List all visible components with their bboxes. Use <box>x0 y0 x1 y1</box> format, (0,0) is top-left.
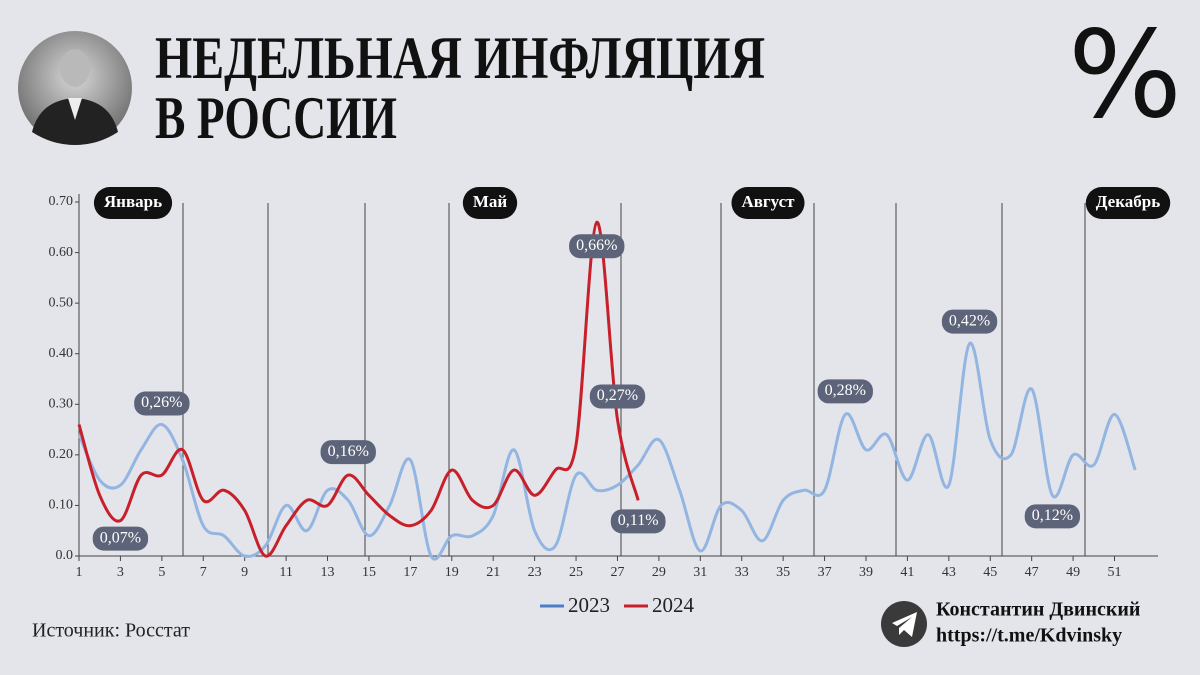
x-tick-label: 25 <box>569 565 583 580</box>
value-label-text: 0,28% <box>825 382 866 399</box>
month-dividers <box>182 203 1086 556</box>
value-label: 0,16% <box>320 440 376 465</box>
month-pill <box>731 187 805 219</box>
value-label-text: 0,12% <box>1032 507 1073 524</box>
x-tick-label: 19 <box>445 565 459 580</box>
x-tick-label: 13 <box>321 565 335 580</box>
x-tick-label: 5 <box>158 565 165 580</box>
x-tick-label: 41 <box>900 565 914 580</box>
x-tick-label: 15 <box>362 565 376 580</box>
month-label-text: Декабрь <box>1096 192 1160 211</box>
y-tick-label: 0.50 <box>49 295 74 310</box>
series-line <box>77 220 640 558</box>
x-tick-label: 51 <box>1108 565 1122 580</box>
value-label-text: 0,42% <box>949 312 990 329</box>
month-label-text: Январь <box>104 192 162 211</box>
x-tick-label: 3 <box>117 565 124 580</box>
legend-label: 2024 <box>652 593 695 617</box>
month-label-text: Май <box>473 192 508 211</box>
value-label-pill <box>589 384 646 409</box>
value-label-text: 0,11% <box>618 512 659 529</box>
percent-symbol: % <box>1068 7 1182 146</box>
x-tick-label: 21 <box>486 565 500 580</box>
value-label: 0,11% <box>610 509 666 534</box>
value-label-pill <box>941 309 998 334</box>
x-tick-label: 33 <box>735 565 749 580</box>
series-line <box>77 342 1137 561</box>
y-tick-label: 0.10 <box>49 498 74 513</box>
month-label-text: Август <box>741 192 795 211</box>
y-tick-label: 0.40 <box>49 346 74 361</box>
value-label: 0,66% <box>569 234 625 259</box>
x-tick-label: 31 <box>693 565 707 580</box>
value-label-text: 0,16% <box>328 443 369 460</box>
x-tick-label: 9 <box>241 565 248 580</box>
value-label: 0,28% <box>817 379 873 404</box>
value-label-pill <box>320 440 376 465</box>
title-line: НЕДЕЛЬНАЯ ИНФЛЯЦИЯ <box>155 25 765 91</box>
value-label: 0,26% <box>134 391 190 416</box>
month-pill <box>462 187 518 219</box>
x-tick-label: 27 <box>610 565 624 580</box>
title-line: В РОССИИ <box>155 85 397 151</box>
value-label-pill <box>569 234 625 259</box>
value-label-text: 0,27% <box>597 387 638 404</box>
x-tick-label: 7 <box>200 565 207 580</box>
x-tick-label: 17 <box>403 565 417 580</box>
x-tick-label: 1 <box>76 565 83 580</box>
value-label-text: 0,26% <box>141 394 182 411</box>
x-tick-label: 11 <box>279 565 292 580</box>
x-tick-label: 47 <box>1025 565 1039 580</box>
value-label-pill <box>817 379 873 404</box>
x-tick-label: 43 <box>942 565 956 580</box>
y-tick-label: 0.70 <box>49 194 74 209</box>
value-label-text: 0,66% <box>576 237 617 254</box>
source: Источник: Росстат <box>32 620 190 642</box>
legend-label: 2023 <box>568 593 610 617</box>
value-label: 0,27% <box>589 384 646 409</box>
value-label-pill <box>92 526 149 551</box>
x-tick-label: 23 <box>528 565 542 580</box>
value-label-pill <box>134 391 190 416</box>
x-tick-label: 45 <box>983 565 997 580</box>
x-tick-label: 29 <box>652 565 666 580</box>
month-label: Декабрь <box>1085 187 1171 219</box>
value-label-text: 0,07% <box>100 529 141 546</box>
x-tick-label: 37 <box>818 565 832 580</box>
value-label-pill <box>1024 504 1081 529</box>
value-label: 0,12% <box>1024 504 1081 529</box>
y-tick-label: 0.30 <box>49 397 74 412</box>
y-tick-label: 0.20 <box>49 447 74 462</box>
portrait <box>18 31 132 145</box>
month-label: Август <box>731 187 805 219</box>
x-tick-label: 49 <box>1066 565 1080 580</box>
author-link[interactable]: https://t.me/Kdvinsky <box>936 625 1122 647</box>
month-pill <box>1085 187 1171 219</box>
y-tick-label: 0.0 <box>56 548 74 563</box>
author-name: Константин Двинский <box>936 599 1140 621</box>
x-tick-label: 35 <box>776 565 790 580</box>
telegram-icon[interactable] <box>881 601 927 647</box>
value-label: 0,07% <box>92 526 149 551</box>
y-tick-label: 0.60 <box>49 245 74 260</box>
x-tick-label: 39 <box>859 565 873 580</box>
month-label: Май <box>462 187 518 219</box>
month-pill <box>93 187 173 219</box>
value-label: 0,42% <box>941 309 998 334</box>
month-label: Январь <box>93 187 173 219</box>
value-label-pill <box>610 509 666 534</box>
